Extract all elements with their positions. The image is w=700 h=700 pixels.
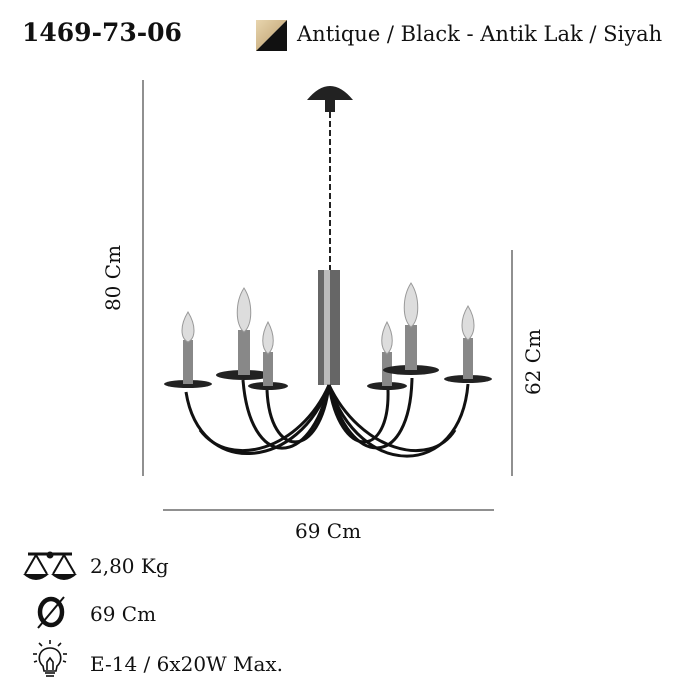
bulb-icon: [33, 640, 67, 677]
product-code: 1469-73-06: [22, 18, 182, 47]
bulb-value: E-14 / 6x20W Max.: [90, 652, 284, 676]
diameter-icon: [37, 596, 65, 629]
weight-value: 2,80 Kg: [90, 554, 169, 578]
height-body-label: 62 Cm: [521, 328, 546, 396]
candles: [164, 282, 492, 390]
diameter-value: 69 Cm: [90, 602, 157, 626]
scale-icon: [23, 551, 77, 580]
color-label: Antique / Black - Antik Lak / Siyah: [297, 22, 663, 46]
color-swatch-icon: [256, 20, 287, 51]
width-label: 69 Cm: [295, 519, 362, 543]
height-total-label: 80 Cm: [101, 244, 126, 312]
